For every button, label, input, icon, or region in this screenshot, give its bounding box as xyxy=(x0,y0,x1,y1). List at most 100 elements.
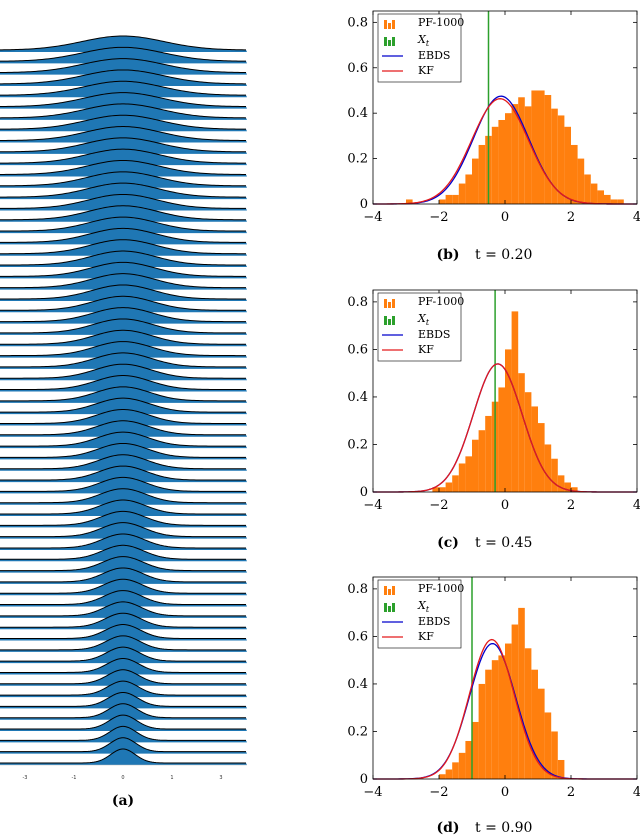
legend-xt-label: Xt xyxy=(417,599,430,614)
ridge-line-12 xyxy=(0,171,247,187)
hist-bar xyxy=(544,712,552,779)
hist-bar xyxy=(584,174,591,204)
ridge-fill-47 xyxy=(0,567,247,584)
ridge-line-54 xyxy=(0,646,246,662)
ridge-fill-44 xyxy=(0,533,247,550)
caption-c-text: t = 0.45 xyxy=(475,535,532,551)
y-tick-label: 0.6 xyxy=(347,61,368,76)
ridge-line-55 xyxy=(0,657,246,673)
hist-bar xyxy=(511,104,519,204)
ridge-line-34 xyxy=(0,420,246,436)
legend-ebds-label: EBDS xyxy=(418,328,450,341)
ridge-line-8 xyxy=(0,126,247,141)
ridge-fill-46 xyxy=(0,556,247,573)
hist-bar xyxy=(498,655,505,779)
legend-xt-icon xyxy=(388,40,391,46)
x-tick-label: −4 xyxy=(363,498,382,513)
x-tick-label: 0 xyxy=(501,498,509,513)
legend-kf-label: KF xyxy=(418,64,434,77)
ridge-line-60 xyxy=(0,714,246,730)
ridge-fill-37 xyxy=(0,454,247,471)
legend-xt-icon xyxy=(388,606,391,612)
ridge-fill-38 xyxy=(0,466,247,483)
caption-a-label: (a) xyxy=(112,793,134,809)
ridge-line-41 xyxy=(0,499,246,515)
x-tick-label: 4 xyxy=(633,785,640,800)
hist-bar xyxy=(445,769,453,779)
hist-bar xyxy=(465,174,472,204)
x-tick-label: −2 xyxy=(429,210,448,225)
legend-xt-icon xyxy=(392,37,395,46)
ridge-fill-8 xyxy=(0,126,247,143)
caption-d-text: t = 0.90 xyxy=(475,820,532,836)
ridge-fill-29 xyxy=(0,364,247,381)
ridge-fill-28 xyxy=(0,352,247,369)
ridge-line-58 xyxy=(0,691,246,707)
ridge-fill-48 xyxy=(0,579,247,596)
legend-pf-icon xyxy=(388,23,391,29)
ridge-tick-label: 0 xyxy=(121,775,124,781)
hist-bar xyxy=(432,487,439,492)
hist-bar xyxy=(472,158,479,204)
x-tick-label: 4 xyxy=(633,210,640,225)
ridge-line-30 xyxy=(0,375,246,391)
legend-pf-label: PF-1000 xyxy=(418,582,464,595)
ridge-line-18 xyxy=(0,239,246,255)
ridge-line-56 xyxy=(0,669,246,685)
ridge-fill-33 xyxy=(0,409,247,426)
ridge-tick-label: -3 xyxy=(23,775,28,781)
ridge-tick-label: 3 xyxy=(219,775,222,781)
hist-bar xyxy=(485,415,492,492)
ridge-fill-51 xyxy=(0,613,247,630)
legend-pf-icon xyxy=(392,20,395,29)
hist-bar xyxy=(557,759,565,779)
ridge-fill-57 xyxy=(0,681,247,698)
hist-bar xyxy=(544,95,552,204)
hist-bar xyxy=(465,740,472,779)
ridge-fill-27 xyxy=(0,341,247,358)
hist-bar xyxy=(564,126,571,204)
ridge-fill-9 xyxy=(0,137,247,154)
hist-bar xyxy=(564,482,571,492)
ridge-line-35 xyxy=(0,431,246,447)
ridge-line-40 xyxy=(0,488,246,504)
hist-bar xyxy=(472,721,479,779)
hist-bar xyxy=(505,349,512,492)
hist-bar xyxy=(439,199,446,204)
hist-bar xyxy=(617,199,624,204)
hist-bar xyxy=(538,688,545,779)
hist-bar xyxy=(531,669,538,779)
legend-xt-icon xyxy=(384,603,387,612)
ridge-line-33 xyxy=(0,408,246,424)
y-tick-label: 0.2 xyxy=(347,437,368,452)
ridge-line-17 xyxy=(0,227,246,243)
hist-bar xyxy=(524,392,532,492)
hist-bar xyxy=(491,660,499,779)
ridge-line-0 xyxy=(0,35,247,51)
ridge-fill-63 xyxy=(0,749,247,765)
hist-bar xyxy=(458,183,466,204)
hist-bar xyxy=(445,482,453,492)
ridge-fill-11 xyxy=(0,160,247,177)
ridge-line-5 xyxy=(0,92,247,107)
ridge-fill-50 xyxy=(0,601,247,618)
y-tick-label: 0 xyxy=(360,485,368,500)
hist-bar xyxy=(465,456,472,492)
ridge-line-27 xyxy=(0,341,246,357)
ridge-fill-32 xyxy=(0,398,247,415)
x-tick-label: 2 xyxy=(567,210,575,225)
y-tick-label: 0.8 xyxy=(347,15,368,30)
ridge-fill-13 xyxy=(0,183,247,200)
caption-c-label: (c) xyxy=(437,535,459,551)
hist-bar xyxy=(505,643,512,779)
ridge-fill-10 xyxy=(0,149,247,166)
ridge-line-13 xyxy=(0,182,247,198)
caption-d-label: (d) xyxy=(436,820,459,836)
ridge-line-52 xyxy=(0,624,246,640)
hist-bar xyxy=(557,475,565,492)
hist-bar xyxy=(478,683,486,779)
ridge-fill-12 xyxy=(0,171,247,188)
